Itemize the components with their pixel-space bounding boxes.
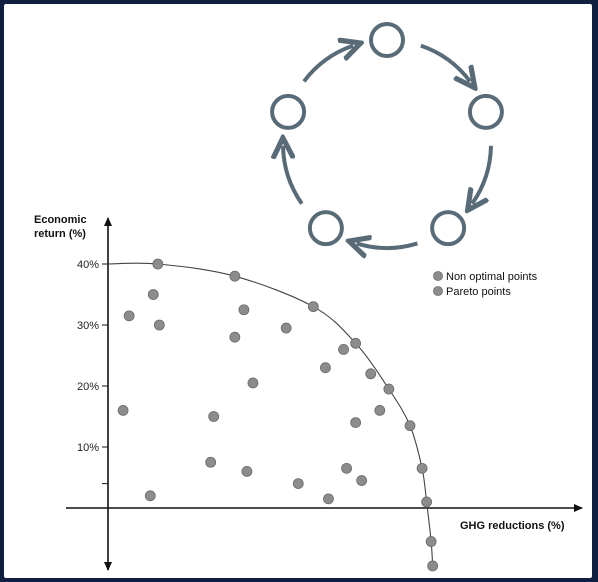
- pareto-point: [383, 383, 395, 395]
- pareto-curve-layer: [107, 262, 434, 566]
- pareto-point: [404, 420, 416, 432]
- non-optimal-point: [350, 417, 362, 429]
- pareto-front-curve: [107, 262, 434, 566]
- y-tick-label: 20%: [77, 381, 99, 393]
- non-optimal-point: [238, 304, 250, 316]
- pareto-point: [421, 496, 433, 508]
- pareto-point: [350, 337, 362, 349]
- non-optimal-point: [144, 490, 156, 502]
- figure-frame: 40% 30% 20% 10% Economic return (%) GHG reduct…: [4, 4, 592, 578]
- pareto-point: [427, 560, 439, 572]
- cycle-arrow: [472, 145, 493, 204]
- legend: Non optimal points Pareto points: [433, 271, 538, 298]
- non-optimal-point: [117, 404, 129, 416]
- non-optimal-point: [208, 411, 220, 422]
- cycle-node: [307, 210, 344, 247]
- pareto-point: [307, 301, 319, 313]
- pareto-point: [416, 462, 428, 474]
- cycle-arrow: [283, 146, 304, 205]
- figure-svg: 40% 30% 20% 10% Economic return (%) GHG reduct…: [34, 22, 583, 572]
- cycle-node: [430, 210, 467, 247]
- y-axis-title-line2: return (%): [34, 228, 86, 240]
- non-optimal-point: [229, 331, 241, 343]
- pareto-point: [425, 536, 437, 547]
- cycle-arrow: [357, 243, 418, 248]
- non-optimal-point: [241, 465, 253, 477]
- cycle-node: [369, 22, 405, 58]
- legend-marker: [433, 286, 443, 296]
- legend-entry: Pareto points: [446, 286, 511, 298]
- non-optimal-point: [292, 478, 304, 490]
- non-optimal-point: [153, 319, 165, 331]
- non-optimal-point: [247, 377, 259, 389]
- non-optimal-point: [365, 368, 377, 380]
- non-optimal-point: [147, 289, 159, 300]
- cycle-node: [270, 93, 307, 130]
- non-optimal-point: [356, 475, 368, 486]
- y-tick-label: 40%: [77, 259, 99, 271]
- cycle-node: [467, 93, 504, 130]
- non-optimal-point: [280, 322, 292, 334]
- legend-entry: Non optimal points: [446, 271, 538, 283]
- chart-axes: 40% 30% 20% 10% Economic return (%) GHG reduct…: [34, 214, 583, 571]
- non-optimal-point: [123, 310, 135, 322]
- legend-marker: [433, 271, 443, 281]
- non-optimal-point: [341, 462, 352, 474]
- non-optimal-point: [323, 493, 334, 505]
- non-optimal-point: [320, 362, 331, 374]
- pareto-point: [229, 270, 241, 282]
- non-optimal-point: [338, 343, 349, 355]
- cycle-arrow: [420, 43, 470, 82]
- non-optimal-point: [374, 404, 386, 416]
- non-optimal-point: [205, 456, 217, 468]
- y-tick-label: 10%: [77, 442, 99, 454]
- cycle-diagram: [270, 22, 504, 248]
- pareto-point: [152, 258, 164, 270]
- x-axis-title: GHG reductions (%): [460, 520, 565, 532]
- y-axis-title-line1: Economic: [34, 214, 87, 226]
- points-layer: [117, 258, 439, 572]
- y-tick-label: 30%: [77, 320, 99, 332]
- cycle-arrow: [302, 46, 353, 83]
